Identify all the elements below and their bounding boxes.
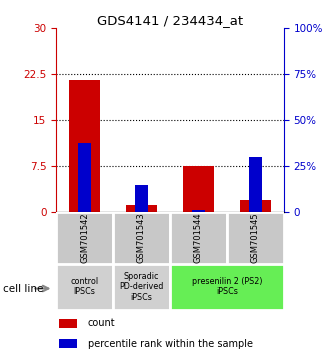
Bar <box>59 339 77 348</box>
Text: GSM701544: GSM701544 <box>194 213 203 263</box>
Title: GDS4141 / 234434_at: GDS4141 / 234434_at <box>97 14 243 27</box>
Text: GSM701543: GSM701543 <box>137 213 146 263</box>
Bar <box>249 157 262 212</box>
Text: GSM701545: GSM701545 <box>251 213 260 263</box>
Bar <box>170 264 284 310</box>
Bar <box>69 80 100 212</box>
Text: control
IPSCs: control IPSCs <box>71 277 99 296</box>
Bar <box>113 212 170 264</box>
Bar <box>227 212 284 264</box>
Text: percentile rank within the sample: percentile rank within the sample <box>88 339 253 349</box>
Bar <box>170 212 227 264</box>
Bar <box>56 264 113 310</box>
Bar <box>78 143 91 212</box>
Bar <box>240 200 271 212</box>
Bar <box>126 205 157 212</box>
Text: presenilin 2 (PS2)
iPSCs: presenilin 2 (PS2) iPSCs <box>192 277 262 296</box>
Text: Sporadic
PD-derived
iPSCs: Sporadic PD-derived iPSCs <box>119 272 164 302</box>
Text: cell line: cell line <box>3 284 44 293</box>
Bar <box>183 166 214 212</box>
Text: GSM701542: GSM701542 <box>80 213 89 263</box>
Bar <box>135 185 148 212</box>
Text: count: count <box>88 318 115 328</box>
Bar <box>56 212 113 264</box>
Bar <box>192 210 205 212</box>
Bar <box>113 264 170 310</box>
Bar <box>59 319 77 328</box>
